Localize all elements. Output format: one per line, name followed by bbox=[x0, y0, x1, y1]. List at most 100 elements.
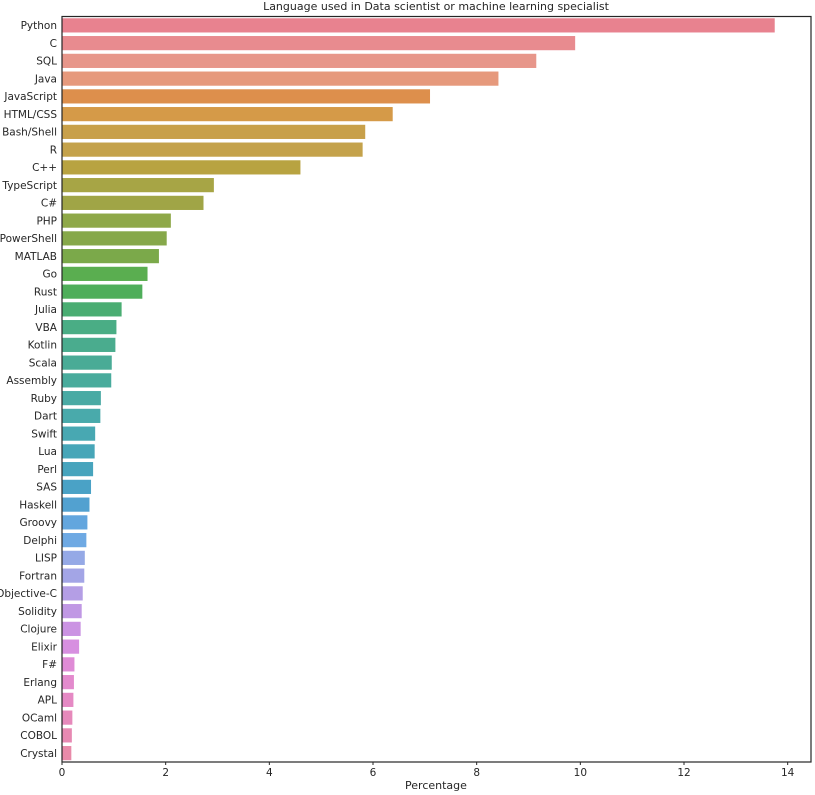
y-tick-label: C bbox=[50, 38, 57, 50]
x-tick-label: 10 bbox=[574, 767, 587, 779]
y-axis-labels: Python C SQL Java JavaScript HTML/CSS Bash/She… bbox=[0, 20, 58, 760]
bar-javascript bbox=[62, 89, 431, 104]
x-axis-ticks: 0 2 4 6 8 10 12 14 bbox=[59, 762, 795, 779]
bar-clojure bbox=[62, 621, 81, 636]
y-tick-label: JavaScript bbox=[3, 91, 57, 103]
bar-lisp bbox=[62, 550, 85, 565]
bar-matlab bbox=[62, 249, 159, 264]
bar-java bbox=[62, 71, 499, 86]
bar-bash-shell bbox=[62, 124, 366, 139]
y-tick-label: Julia bbox=[34, 304, 57, 316]
y-tick-label: Elixir bbox=[31, 641, 58, 653]
bar-erlang bbox=[62, 675, 74, 690]
y-tick-label: Solidity bbox=[18, 606, 57, 618]
bar-objective-c bbox=[62, 586, 83, 601]
bar-lua bbox=[62, 444, 95, 459]
bar-php bbox=[62, 213, 171, 228]
y-tick-label: MATLAB bbox=[15, 251, 57, 263]
bar-julia bbox=[62, 302, 122, 317]
bar-assembly bbox=[62, 373, 112, 388]
y-tick-label: C# bbox=[41, 198, 57, 210]
y-tick-label: PHP bbox=[36, 215, 57, 227]
bar-scala bbox=[62, 355, 112, 370]
x-tick-label: 12 bbox=[677, 767, 690, 779]
y-tick-label: Go bbox=[42, 269, 57, 281]
x-tick-label: 14 bbox=[781, 767, 795, 779]
y-tick-label: Swift bbox=[31, 428, 57, 440]
y-tick-label: Crystal bbox=[20, 748, 57, 760]
bar-dart bbox=[62, 408, 101, 423]
bar-python bbox=[62, 18, 775, 33]
bar-powershell bbox=[62, 231, 167, 246]
y-tick-label: Groovy bbox=[20, 517, 58, 529]
y-tick-label: R bbox=[50, 144, 57, 156]
y-tick-label: Rust bbox=[34, 286, 57, 298]
y-tick-label: HTML/CSS bbox=[4, 109, 58, 121]
bar-vba bbox=[62, 320, 117, 335]
bar-apl bbox=[62, 692, 74, 707]
x-tick-label: 6 bbox=[370, 767, 377, 779]
y-tick-label: Bash/Shell bbox=[2, 127, 57, 139]
bar-haskell bbox=[62, 497, 90, 512]
bar-perl bbox=[62, 462, 94, 477]
bar-c- bbox=[62, 160, 301, 175]
bar-cobol bbox=[62, 728, 72, 743]
x-tick-label: 2 bbox=[162, 767, 169, 779]
x-tick-label: 4 bbox=[266, 767, 273, 779]
y-tick-label: Erlang bbox=[23, 677, 57, 689]
y-tick-label: Assembly bbox=[6, 375, 57, 387]
bar-sas bbox=[62, 479, 92, 494]
bar-ocaml bbox=[62, 710, 73, 725]
bar-c- bbox=[62, 195, 204, 210]
bar-delphi bbox=[62, 533, 87, 548]
bar-crystal bbox=[62, 746, 72, 761]
y-tick-label: Scala bbox=[29, 357, 57, 369]
y-tick-label: Ruby bbox=[31, 393, 57, 405]
y-tick-label: F# bbox=[42, 659, 57, 671]
bar-ruby bbox=[62, 391, 101, 406]
y-tick-label: Clojure bbox=[20, 624, 57, 636]
bar-groovy bbox=[62, 515, 88, 530]
bar-typescript bbox=[62, 178, 214, 193]
y-tick-label: Lua bbox=[38, 446, 57, 458]
y-tick-label: COBOL bbox=[20, 730, 57, 742]
y-tick-label: Dart bbox=[34, 411, 57, 423]
bar-c bbox=[62, 36, 576, 51]
plot-frame bbox=[61, 15, 812, 763]
y-tick-label: Python bbox=[21, 20, 57, 32]
x-axis-label: Percentage bbox=[405, 779, 467, 792]
bar-f- bbox=[62, 657, 75, 672]
y-tick-label: Kotlin bbox=[28, 340, 57, 352]
bar-solidity bbox=[62, 604, 82, 619]
y-tick-label: TypeScript bbox=[1, 180, 57, 192]
chart-title: Language used in Data scientist or machi… bbox=[263, 0, 610, 13]
bar-html-css bbox=[62, 107, 393, 122]
bar-swift bbox=[62, 426, 96, 441]
y-tick-label: Objective-C bbox=[0, 588, 57, 600]
bar-r bbox=[62, 142, 363, 157]
bars-layer bbox=[62, 18, 775, 761]
y-tick-label: SQL bbox=[36, 56, 57, 68]
y-tick-label: Delphi bbox=[23, 535, 57, 547]
bar-fortran bbox=[62, 568, 85, 583]
y-tick-label: APL bbox=[38, 695, 58, 707]
bar-elixir bbox=[62, 639, 80, 654]
y-tick-label: PowerShell bbox=[0, 233, 57, 245]
y-tick-label: Perl bbox=[37, 464, 57, 476]
y-tick-label: C++ bbox=[32, 162, 57, 174]
y-tick-label: VBA bbox=[35, 322, 57, 334]
y-tick-label: Java bbox=[34, 73, 57, 85]
x-tick-label: 8 bbox=[473, 767, 480, 779]
x-tick-label: 0 bbox=[59, 767, 66, 779]
bar-rust bbox=[62, 284, 143, 299]
y-tick-label: LISP bbox=[35, 553, 57, 565]
y-tick-label: Fortran bbox=[19, 570, 57, 582]
y-tick-label: OCaml bbox=[22, 712, 57, 724]
bar-go bbox=[62, 266, 148, 281]
y-tick-label: Haskell bbox=[19, 499, 57, 511]
bar-kotlin bbox=[62, 337, 116, 352]
y-tick-label: SAS bbox=[36, 482, 57, 494]
bar-sql bbox=[62, 53, 537, 68]
